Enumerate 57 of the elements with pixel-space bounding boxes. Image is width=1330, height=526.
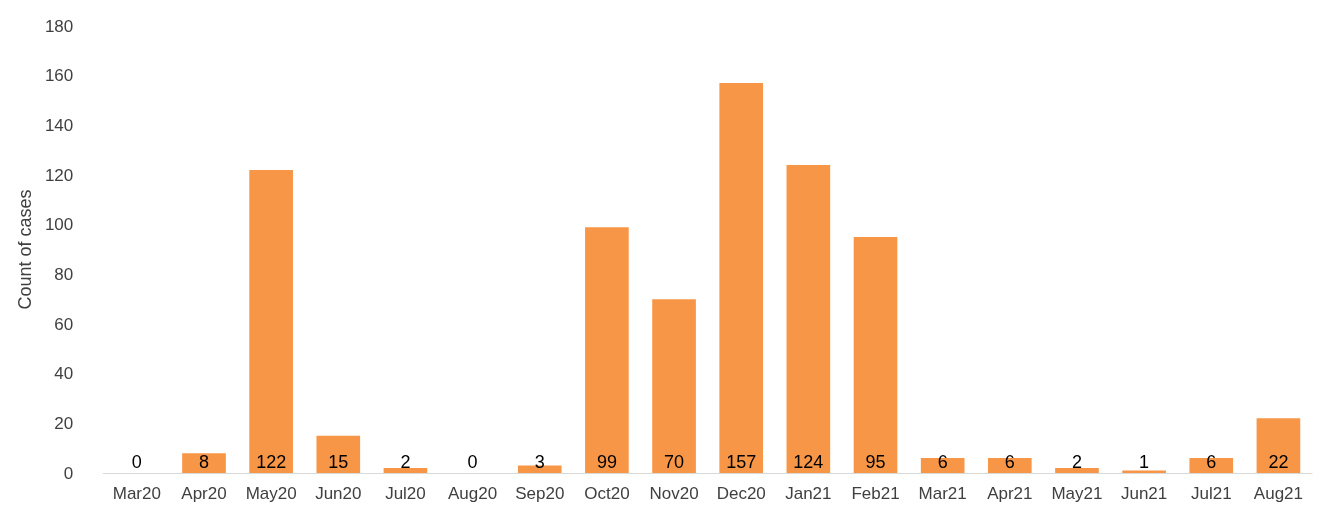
data-label: 8 [198, 452, 209, 472]
y-tick-label: 80 [54, 264, 74, 284]
x-tick-label: Jan21 [785, 484, 832, 503]
data-label: 2 [1071, 452, 1082, 472]
y-tick-label: 100 [44, 215, 74, 235]
y-tick-label: 20 [54, 413, 74, 433]
x-tick-label: Apr21 [987, 484, 1033, 503]
x-tick-label: Feb21 [851, 484, 900, 503]
data-label: 70 [664, 452, 685, 472]
y-axis-title: Count of cases [15, 189, 35, 310]
bar [1256, 418, 1301, 473]
data-label: 99 [596, 452, 617, 472]
x-tick-label: Jun21 [1120, 484, 1168, 503]
y-tick-label: 120 [44, 165, 74, 185]
x-tick-label: Sep20 [515, 484, 565, 503]
data-label: 0 [467, 452, 478, 472]
bar [786, 165, 831, 473]
data-label: 1 [1139, 452, 1150, 472]
bar [383, 468, 428, 473]
data-label: 6 [1004, 452, 1015, 472]
x-tick-label: Mar21 [918, 484, 967, 503]
x-tick-label: Nov20 [649, 484, 699, 503]
data-label: 6 [937, 452, 948, 472]
y-tick-label: 0 [63, 463, 74, 483]
bar [853, 237, 898, 473]
y-tick-label: 140 [44, 115, 74, 135]
y-tick-label: 180 [44, 16, 74, 36]
bar [182, 453, 226, 473]
bar [585, 227, 629, 473]
y-tick-label: 40 [54, 364, 74, 384]
x-tick-label: Jul21 [1190, 484, 1232, 503]
x-tick-label: Apr20 [181, 484, 227, 503]
x-tick-label: Oct20 [584, 484, 630, 503]
data-label: 122 [256, 452, 287, 472]
data-label: 2 [400, 452, 411, 472]
x-tick-label: Jul20 [385, 484, 426, 503]
data-label: 157 [726, 452, 757, 472]
data-label: 95 [865, 452, 886, 472]
x-tick-label: May21 [1051, 484, 1103, 503]
x-tick-label: Aug21 [1253, 484, 1304, 503]
bar [249, 170, 293, 473]
data-label: 15 [328, 452, 349, 472]
y-tick-label: 60 [54, 314, 74, 334]
x-tick-label: Dec20 [716, 484, 766, 503]
data-label: 0 [131, 452, 142, 472]
bar [316, 435, 361, 473]
x-tick-label: Aug20 [448, 484, 498, 503]
data-label: 124 [793, 452, 824, 472]
bar [652, 299, 696, 473]
data-label: 6 [1206, 452, 1217, 472]
bar [719, 83, 764, 473]
bar [1055, 468, 1099, 473]
x-tick-label: Jun20 [315, 484, 362, 503]
x-tick-label: May20 [245, 484, 297, 503]
y-tick-label: 160 [44, 66, 74, 86]
x-tick-label: Mar20 [112, 484, 161, 503]
data-label: 22 [1268, 452, 1289, 472]
